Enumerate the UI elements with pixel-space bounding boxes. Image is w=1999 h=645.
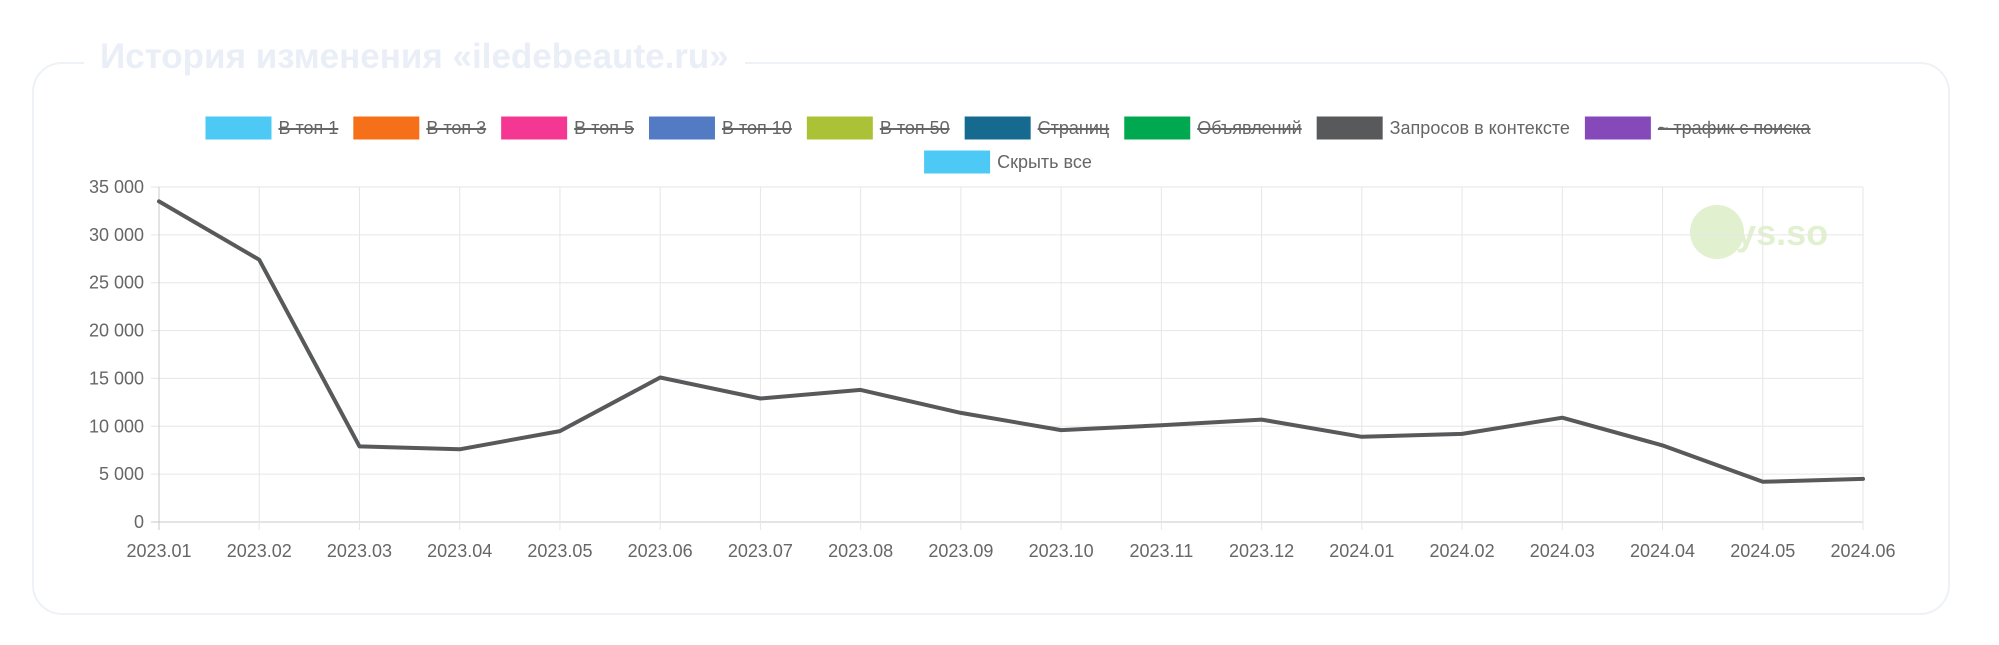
legend-swatch: [1124, 116, 1191, 140]
y-tick-label: 30 000: [89, 225, 144, 245]
legend-swatch: [1316, 116, 1383, 140]
x-tick-label: 2023.05: [527, 541, 592, 561]
legend-item[interactable]: В топ 5: [501, 116, 634, 140]
legend-item[interactable]: Объявлений: [1124, 116, 1302, 140]
x-tick-label: 2024.02: [1430, 541, 1495, 561]
legend-item[interactable]: Скрыть все: [924, 150, 1092, 174]
x-tick-label: 2023.03: [327, 541, 392, 561]
x-tick-label: 2023.09: [928, 541, 993, 561]
y-tick-label: 20 000: [89, 321, 144, 341]
legend-swatch: [501, 116, 568, 140]
y-tick-label: 25 000: [89, 273, 144, 293]
legend-item[interactable]: В топ 1: [205, 116, 339, 140]
legend-label: Скрыть все: [997, 152, 1092, 172]
x-tick-label: 2024.04: [1630, 541, 1695, 561]
legend-item[interactable]: Страниц: [964, 116, 1110, 140]
legend[interactable]: В топ 1 В топ 3 В топ 5 В топ 10 В топ 50 Стр…: [205, 116, 1812, 174]
legend-swatch: [648, 116, 715, 140]
grid-lines: [151, 186, 1864, 530]
x-tick-label: 2023.10: [1029, 541, 1094, 561]
watermark-circle: [1690, 205, 1744, 259]
legend-item[interactable]: В топ 50: [806, 116, 950, 140]
x-tick-label: 2023.08: [828, 541, 893, 561]
legend-swatch: [205, 116, 272, 140]
x-tick-label: 2024.05: [1730, 541, 1795, 561]
series-lines: [157, 199, 1865, 484]
series-line: [157, 199, 1865, 484]
axes: 0 5 000 10 000 15 000 20 000 25 000 30 000 35 0…: [89, 177, 1896, 561]
x-tick-label: 2024.06: [1830, 541, 1895, 561]
x-tick-label: 2023.07: [728, 541, 793, 561]
x-tick-label: 2023.11: [1129, 541, 1193, 561]
card-title: История изменения «iledebeaute.ru»: [84, 34, 745, 80]
x-tick-label: 2024.03: [1530, 541, 1595, 561]
legend-item[interactable]: В топ 3: [353, 116, 487, 140]
x-tick-label: 2023.06: [628, 541, 693, 561]
legend-swatch: [964, 116, 1031, 140]
x-tick-label: 2023.12: [1229, 541, 1294, 561]
y-tick-label: 10 000: [89, 416, 144, 436]
watermark-text: keys.so: [1696, 212, 1828, 253]
keys-so-watermark: keys.so: [1690, 205, 1828, 259]
y-tick-label: 5 000: [99, 464, 144, 484]
legend-label: Запросов в контексте: [1390, 118, 1570, 138]
y-tick-label: 35 000: [89, 177, 144, 197]
legend-swatch: [806, 116, 873, 140]
chart-card: [32, 62, 1950, 615]
x-tick-label: 2023.04: [427, 541, 492, 561]
x-tick-label: 2023.01: [126, 541, 191, 561]
legend-item[interactable]: В топ 10: [648, 116, 792, 140]
x-tick-label: 2024.01: [1329, 541, 1394, 561]
y-tick-label: 15 000: [89, 368, 144, 388]
legend-swatch: [924, 150, 991, 174]
x-tick-label: 2023.02: [227, 541, 292, 561]
legend-item[interactable]: Запросов в контексте: [1316, 116, 1570, 140]
legend-swatch: [1584, 116, 1651, 140]
y-tick-label: 0: [134, 512, 144, 532]
legend-swatch: [353, 116, 420, 140]
legend-item[interactable]: ~ трафик с поиска: [1584, 116, 1812, 140]
